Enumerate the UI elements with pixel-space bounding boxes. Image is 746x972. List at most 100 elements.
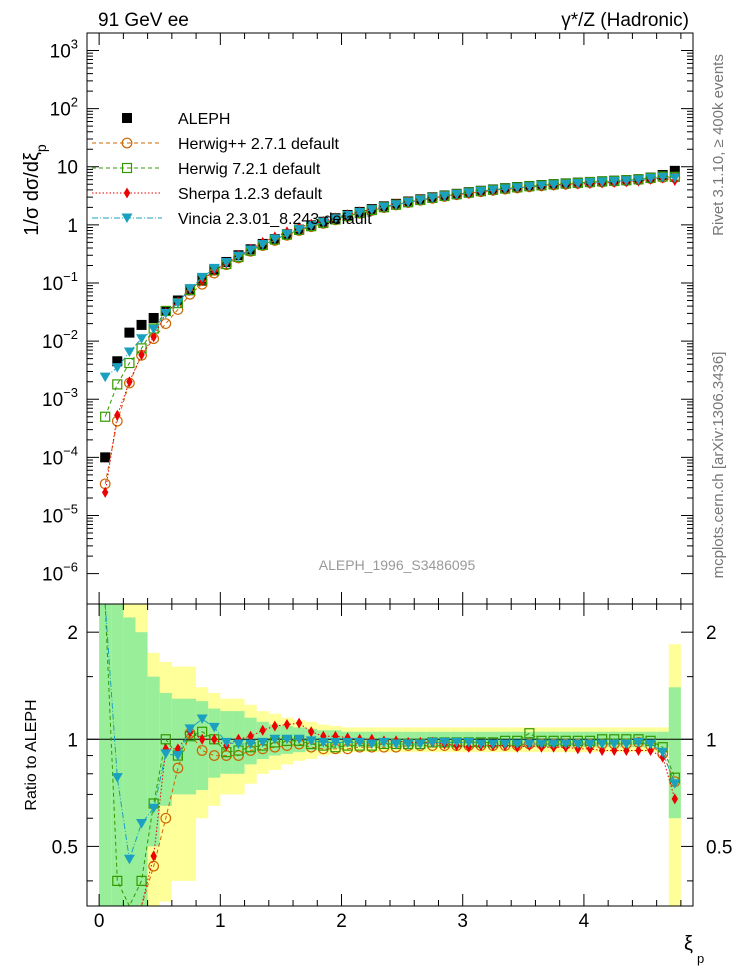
point-vincia: [402, 197, 414, 208]
point-vincia: [645, 739, 657, 749]
point-vincia: [596, 177, 608, 187]
svg-text:p: p: [697, 951, 704, 966]
point-vincia: [208, 722, 220, 733]
point-vincia: [184, 724, 196, 734]
point-vincia: [608, 176, 620, 187]
ytick-label: 10−1: [42, 269, 78, 295]
point-herwig7: [136, 875, 147, 886]
point-vincia: [572, 739, 584, 749]
uncertainty-band-inner: [99, 604, 112, 906]
legend-label-aleph: ALEPH: [178, 111, 230, 128]
series-vincia: [104, 603, 681, 865]
point-vincia: [451, 189, 463, 200]
point-vincia: [257, 737, 269, 748]
point-vincia: [354, 208, 366, 218]
point-vincia: [148, 324, 160, 335]
legend-label-sherpa: Sherpa 1.2.3 default: [178, 186, 323, 203]
ytick-label: 10: [57, 158, 78, 179]
point-vincia: [620, 176, 632, 186]
point-vincia: [487, 739, 499, 749]
point-herwigpp: [196, 745, 208, 756]
point-sherpa: [671, 793, 679, 805]
point-sherpa: [138, 349, 145, 361]
point-vincia: [269, 234, 281, 245]
point-vincia: [632, 175, 644, 185]
ytick-label: 10−2: [42, 327, 78, 353]
point-sherpa: [114, 409, 121, 421]
series-vincia: [99, 172, 681, 383]
legend-marker-aleph: [122, 113, 132, 123]
point-vincia: [305, 221, 317, 231]
point-aleph: [112, 356, 123, 367]
point-vincia: [572, 178, 584, 189]
point-vincia: [390, 200, 402, 210]
point-vincia: [378, 737, 390, 748]
point-sherpa: [283, 719, 291, 731]
header-left-label: 91 GeV ee: [98, 10, 189, 31]
point-vincia: [281, 229, 293, 240]
point-sherpa: [271, 720, 279, 732]
point-aleph: [136, 319, 147, 330]
point-vincia: [487, 185, 499, 196]
ytick-label: 102: [50, 95, 78, 121]
xlabel: ξ p: [684, 933, 704, 966]
ytick-label: 1: [67, 216, 78, 237]
point-vincia: [293, 734, 305, 745]
point-vincia: [511, 739, 523, 749]
point-herwig7: [124, 357, 135, 369]
point-vincia: [632, 737, 644, 748]
point-vincia: [548, 180, 560, 190]
point-sherpa: [259, 724, 266, 736]
point-vincia: [317, 737, 329, 748]
point-vincia: [317, 217, 329, 228]
point-vincia: [123, 347, 135, 357]
xtick-label: 3: [457, 911, 468, 932]
point-vincia: [669, 173, 681, 184]
point-vincia: [342, 210, 354, 221]
point-sherpa: [295, 717, 303, 729]
point-vincia: [620, 739, 632, 749]
point-vincia: [208, 263, 220, 274]
point-vincia: [184, 284, 196, 294]
ytick-label: 10−4: [42, 443, 78, 469]
point-sherpa: [235, 733, 242, 745]
mcplots-label: mcplots.cern.ch [arXiv:1306.3436]: [710, 352, 727, 579]
svg-text:ξ: ξ: [684, 933, 693, 955]
point-vincia: [596, 739, 608, 749]
point-vincia: [136, 334, 148, 344]
point-herwigpp: [160, 318, 172, 330]
point-vincia: [560, 739, 572, 749]
point-vincia: [463, 188, 475, 198]
point-vincia: [439, 737, 451, 748]
point-herwig7: [112, 379, 123, 390]
point-vincia: [426, 193, 438, 203]
ytick-label: 10−6: [42, 560, 78, 586]
point-vincia: [499, 184, 511, 194]
legend-marker-herwig7: [121, 162, 133, 174]
point-vincia: [378, 202, 390, 212]
point-vincia: [560, 179, 572, 190]
main-ylabel: 1/σ dσ/dξp: [21, 144, 49, 236]
point-vincia: [475, 186, 487, 197]
point-vincia: [548, 739, 560, 749]
point-sherpa: [150, 331, 157, 343]
point-vincia: [172, 751, 184, 761]
legend: ALEPH Herwig++ 2.7.1 default Herwig 7.2.1 …: [92, 111, 372, 228]
point-sherpa: [162, 743, 169, 755]
point-herwig7: [524, 728, 535, 739]
point-vincia: [281, 734, 293, 745]
ratio-ytick-label-right: 0.5: [706, 837, 732, 858]
point-aleph: [669, 165, 680, 176]
ytick-label: 10−5: [42, 501, 78, 527]
point-vincia: [329, 214, 341, 224]
svg-text:1/σ dσ/dξp: 1/σ dσ/dξp: [21, 144, 49, 236]
point-vincia: [523, 739, 535, 749]
point-herwigpp: [160, 812, 172, 824]
main-annotation: ALEPH_1996_S3486095: [319, 557, 476, 573]
main-panel: 10−6 10−5 10−4 10−3 10−2 10−1 1 10 102 103 ALEPH_…: [42, 32, 694, 605]
point-aleph: [148, 312, 159, 323]
point-sherpa: [150, 850, 157, 862]
point-vincia: [536, 181, 547, 191]
point-vincia: [414, 739, 426, 749]
